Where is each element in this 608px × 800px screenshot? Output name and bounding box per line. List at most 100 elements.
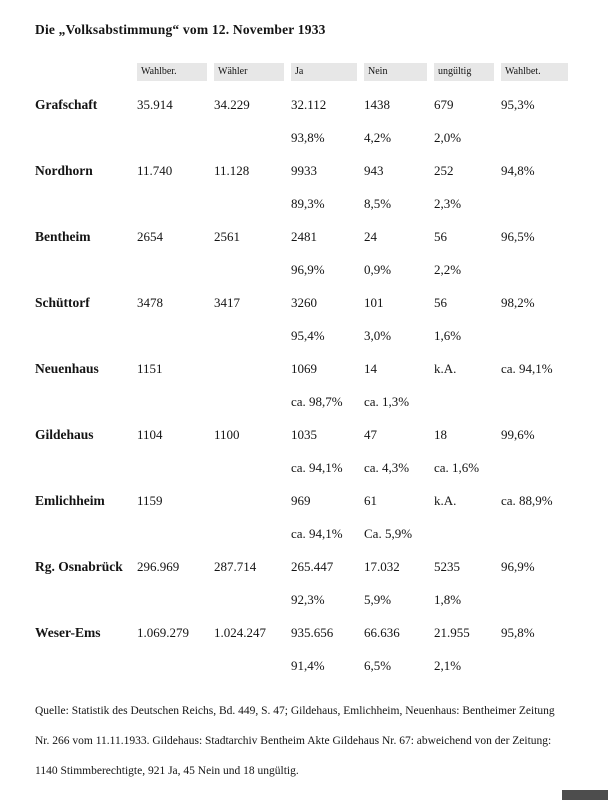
cell-ja-pct: ca. 94,1% bbox=[291, 459, 343, 475]
cell-wahlber: 1.069.279 bbox=[137, 624, 189, 640]
cell-ungueltig: 679 bbox=[434, 96, 454, 112]
cell-nein: 24 bbox=[364, 228, 377, 244]
table-subrow: 95,4% 3,0% 1,6% bbox=[35, 319, 575, 352]
cell-ungueltig: k.A. bbox=[434, 360, 457, 376]
cell-ungueltig-pct: 1,6% bbox=[434, 327, 462, 343]
cell-wahlber: 296.969 bbox=[137, 558, 180, 574]
cell-ja: 32.112 bbox=[291, 96, 327, 112]
cell-nein-pct: 3,0% bbox=[364, 327, 392, 343]
table-row: Weser-Ems 1.069.279 1.024.247 935.656 66… bbox=[35, 616, 575, 649]
cell-nein-pct: 0,9% bbox=[364, 261, 392, 277]
cell-ja: 969 bbox=[291, 492, 311, 508]
cell-ja: 1035 bbox=[291, 426, 317, 442]
cell-ungueltig-pct: 2,2% bbox=[434, 261, 462, 277]
table-subrow: 89,3% 8,5% 2,3% bbox=[35, 187, 575, 220]
results-table: Wahlber. Wähler Ja Nein ungültig Wahlbet… bbox=[35, 62, 575, 682]
cell-nein-pct: 6,5% bbox=[364, 657, 392, 673]
table-header-row: Wahlber. Wähler Ja Nein ungültig Wahlbet… bbox=[35, 62, 575, 82]
source-note-line: 1140 Stimmberechtigte, 921 Ja, 45 Nein u… bbox=[35, 765, 299, 777]
cell-ja: 9933 bbox=[291, 162, 317, 178]
header-waehler: Wähler bbox=[214, 63, 284, 81]
cell-nein-pct: 5,9% bbox=[364, 591, 392, 607]
row-label: Weser-Ems bbox=[35, 624, 101, 640]
cell-nein-pct: ca. 1,3% bbox=[364, 393, 410, 409]
cell-wahlber: 1151 bbox=[137, 360, 163, 376]
cell-nein-pct: ca. 4,3% bbox=[364, 459, 410, 475]
cell-ungueltig-pct: 1,8% bbox=[434, 591, 462, 607]
row-label: Neuenhaus bbox=[35, 360, 99, 376]
cell-wahlbet: 96,9% bbox=[501, 558, 535, 574]
source-note-line: Quelle: Statistik des Deutschen Reichs, … bbox=[35, 705, 555, 717]
cell-ja-pct: 95,4% bbox=[291, 327, 325, 343]
cell-nein: 943 bbox=[364, 162, 384, 178]
cell-nein: 14 bbox=[364, 360, 377, 376]
cell-nein-pct: 8,5% bbox=[364, 195, 392, 211]
cell-ja: 265.447 bbox=[291, 558, 334, 574]
cell-wahlber: 1104 bbox=[137, 426, 163, 442]
header-wahlber: Wahlber. bbox=[137, 63, 207, 81]
table-row: Schüttorf 3478 3417 3260 101 56 98,2% bbox=[35, 286, 575, 319]
cell-wahlbet: 99,6% bbox=[501, 426, 535, 442]
cell-ungueltig: 5235 bbox=[434, 558, 460, 574]
cell-ungueltig-pct: ca. 1,6% bbox=[434, 459, 480, 475]
cell-nein: 66.636 bbox=[364, 624, 400, 640]
row-label: Schüttorf bbox=[35, 294, 90, 310]
cell-ja: 935.656 bbox=[291, 624, 334, 640]
cell-ja: 3260 bbox=[291, 294, 317, 310]
header-spacer bbox=[35, 69, 130, 75]
cell-wahlbet: 95,3% bbox=[501, 96, 535, 112]
row-label: Rg. Osnabrück bbox=[35, 558, 123, 574]
table-subrow: 96,9% 0,9% 2,2% bbox=[35, 253, 575, 286]
cell-ungueltig: 56 bbox=[434, 228, 447, 244]
cell-ungueltig: 56 bbox=[434, 294, 447, 310]
cell-waehler: 11.128 bbox=[214, 162, 250, 178]
row-label: Emlichheim bbox=[35, 492, 105, 508]
table-body: Grafschaft 35.914 34.229 32.112 1438 679… bbox=[35, 88, 575, 682]
source-note: Quelle: Statistik des Deutschen Reichs, … bbox=[35, 696, 573, 786]
table-subrow: ca. 94,1% ca. 4,3% ca. 1,6% bbox=[35, 451, 575, 484]
table-row: Grafschaft 35.914 34.229 32.112 1438 679… bbox=[35, 88, 575, 121]
cell-waehler: 3417 bbox=[214, 294, 240, 310]
cell-ungueltig-pct: 2,1% bbox=[434, 657, 462, 673]
cell-waehler: 1.024.247 bbox=[214, 624, 266, 640]
cell-ungueltig-pct: 2,0% bbox=[434, 129, 462, 145]
table-row: Rg. Osnabrück 296.969 287.714 265.447 17… bbox=[35, 550, 575, 583]
cell-wahlbet: 96,5% bbox=[501, 228, 535, 244]
cell-waehler: 2561 bbox=[214, 228, 240, 244]
header-nein: Nein bbox=[364, 63, 427, 81]
cell-ungueltig-pct: 2,3% bbox=[434, 195, 462, 211]
table-subrow: 93,8% 4,2% 2,0% bbox=[35, 121, 575, 154]
cell-wahlbet: 98,2% bbox=[501, 294, 535, 310]
cell-ja-pct: 92,3% bbox=[291, 591, 325, 607]
cell-ja-pct: 89,3% bbox=[291, 195, 325, 211]
cell-nein: 47 bbox=[364, 426, 377, 442]
cell-ja: 2481 bbox=[291, 228, 317, 244]
cell-wahlbet: 95,8% bbox=[501, 624, 535, 640]
cell-ja-pct: 91,4% bbox=[291, 657, 325, 673]
table-row: Nordhorn 11.740 11.128 9933 943 252 94,8… bbox=[35, 154, 575, 187]
row-label: Grafschaft bbox=[35, 96, 98, 112]
cell-nein-pct: Ca. 5,9% bbox=[364, 525, 413, 541]
cell-wahlbet: 94,8% bbox=[501, 162, 535, 178]
cell-nein: 101 bbox=[364, 294, 384, 310]
page-title: Die „Volksabstimmung“ vom 12. November 1… bbox=[35, 22, 326, 37]
row-label: Gildehaus bbox=[35, 426, 94, 442]
cell-ungueltig: 21.955 bbox=[434, 624, 470, 640]
cell-wahlbet: ca. 94,1% bbox=[501, 360, 553, 376]
table-row: Emlichheim 1159 969 61 k.A. ca. 88,9% bbox=[35, 484, 575, 517]
cell-ja: 1069 bbox=[291, 360, 317, 376]
cell-nein: 17.032 bbox=[364, 558, 400, 574]
table-subrow: ca. 94,1% Ca. 5,9% bbox=[35, 517, 575, 550]
cell-ungueltig: 252 bbox=[434, 162, 454, 178]
table-subrow: 91,4% 6,5% 2,1% bbox=[35, 649, 575, 682]
table-subrow: ca. 98,7% ca. 1,3% bbox=[35, 385, 575, 418]
cell-ungueltig: 18 bbox=[434, 426, 447, 442]
header-wahlbet: Wahlbet. bbox=[501, 63, 568, 81]
cell-ja-pct: ca. 94,1% bbox=[291, 525, 343, 541]
table-row: Bentheim 2654 2561 2481 24 56 96,5% bbox=[35, 220, 575, 253]
cell-ja-pct: 96,9% bbox=[291, 261, 325, 277]
cell-ja-pct: ca. 98,7% bbox=[291, 393, 343, 409]
cell-waehler: 1100 bbox=[214, 426, 240, 442]
source-note-line: Nr. 266 vom 11.11.1933. Gildehaus: Stadt… bbox=[35, 735, 552, 747]
